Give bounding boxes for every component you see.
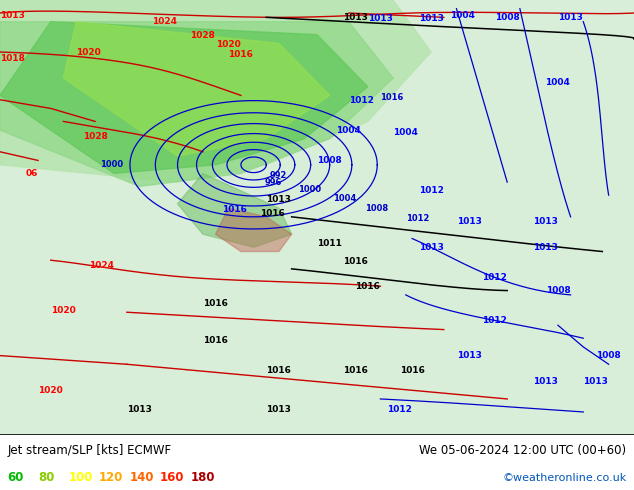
Text: 1016: 1016 bbox=[222, 204, 247, 214]
Text: 1013: 1013 bbox=[583, 377, 609, 386]
Text: 1004: 1004 bbox=[393, 128, 418, 137]
Text: 160: 160 bbox=[160, 471, 184, 484]
Text: 996: 996 bbox=[264, 178, 281, 187]
Text: 1013: 1013 bbox=[127, 405, 152, 415]
Text: 140: 140 bbox=[129, 471, 154, 484]
Text: 1016: 1016 bbox=[399, 366, 425, 375]
Text: 1016: 1016 bbox=[342, 366, 368, 375]
Polygon shape bbox=[178, 173, 292, 247]
Text: 1016: 1016 bbox=[203, 299, 228, 308]
Text: 1012: 1012 bbox=[406, 215, 429, 223]
Text: 1013: 1013 bbox=[266, 405, 292, 415]
Polygon shape bbox=[216, 208, 292, 251]
Text: 1008: 1008 bbox=[596, 351, 621, 360]
Text: 1020: 1020 bbox=[51, 306, 76, 315]
Text: 1012: 1012 bbox=[387, 405, 412, 415]
Text: 1020: 1020 bbox=[38, 386, 63, 395]
Text: 1004: 1004 bbox=[450, 11, 476, 20]
Polygon shape bbox=[63, 22, 330, 156]
Text: 1012: 1012 bbox=[482, 317, 507, 325]
Text: 1013: 1013 bbox=[533, 217, 558, 226]
Text: 1013: 1013 bbox=[456, 217, 482, 226]
Text: 1008: 1008 bbox=[317, 156, 342, 165]
Text: 1016: 1016 bbox=[355, 282, 380, 291]
Text: 1016: 1016 bbox=[342, 257, 368, 266]
Text: 60: 60 bbox=[8, 471, 24, 484]
Polygon shape bbox=[0, 0, 431, 182]
Text: 1008: 1008 bbox=[545, 286, 571, 295]
Text: 1028: 1028 bbox=[82, 132, 108, 141]
Text: 1013: 1013 bbox=[0, 11, 25, 20]
Text: 1016: 1016 bbox=[203, 336, 228, 345]
Text: 1013: 1013 bbox=[418, 14, 444, 23]
Text: Jet stream/SLP [kts] ECMWF: Jet stream/SLP [kts] ECMWF bbox=[8, 444, 172, 457]
Text: 1012: 1012 bbox=[418, 186, 444, 196]
Text: ©weatheronline.co.uk: ©weatheronline.co.uk bbox=[502, 472, 626, 483]
Text: 1012: 1012 bbox=[349, 96, 374, 105]
Text: 1016: 1016 bbox=[380, 93, 404, 102]
Text: 180: 180 bbox=[190, 471, 215, 484]
Text: 1013: 1013 bbox=[533, 377, 558, 386]
Text: 1008: 1008 bbox=[365, 204, 387, 213]
Polygon shape bbox=[0, 22, 393, 187]
Text: 1016: 1016 bbox=[228, 49, 254, 59]
Text: 1024: 1024 bbox=[152, 17, 178, 26]
Text: 1000: 1000 bbox=[101, 160, 124, 169]
Text: 1013: 1013 bbox=[418, 243, 444, 252]
Text: 100: 100 bbox=[68, 471, 93, 484]
Text: 1028: 1028 bbox=[190, 31, 216, 40]
Text: 1012: 1012 bbox=[482, 273, 507, 282]
Text: 80: 80 bbox=[38, 471, 55, 484]
Text: 1013: 1013 bbox=[456, 351, 482, 360]
Text: 1013: 1013 bbox=[266, 195, 292, 204]
Text: 1020: 1020 bbox=[216, 40, 241, 49]
Text: 1018: 1018 bbox=[0, 54, 25, 63]
Text: 1013: 1013 bbox=[558, 13, 583, 22]
Text: 1011: 1011 bbox=[317, 239, 342, 248]
Text: 992: 992 bbox=[269, 171, 287, 180]
Text: 1016: 1016 bbox=[266, 366, 292, 375]
Polygon shape bbox=[0, 22, 368, 173]
Text: 1020: 1020 bbox=[76, 48, 101, 56]
Text: 120: 120 bbox=[99, 471, 123, 484]
Text: We 05-06-2024 12:00 UTC (00+60): We 05-06-2024 12:00 UTC (00+60) bbox=[419, 444, 626, 457]
Text: 1004: 1004 bbox=[545, 78, 571, 87]
Text: 1000: 1000 bbox=[298, 185, 321, 195]
Text: 1016: 1016 bbox=[260, 209, 285, 218]
Text: 1008: 1008 bbox=[495, 13, 520, 22]
Text: 1024: 1024 bbox=[89, 261, 114, 270]
Text: 1013: 1013 bbox=[533, 243, 558, 252]
Text: 06: 06 bbox=[25, 169, 38, 178]
Text: 1013: 1013 bbox=[368, 14, 393, 23]
Text: 1004: 1004 bbox=[336, 125, 361, 135]
Text: 1004: 1004 bbox=[333, 194, 356, 203]
Text: 1013: 1013 bbox=[342, 13, 368, 22]
